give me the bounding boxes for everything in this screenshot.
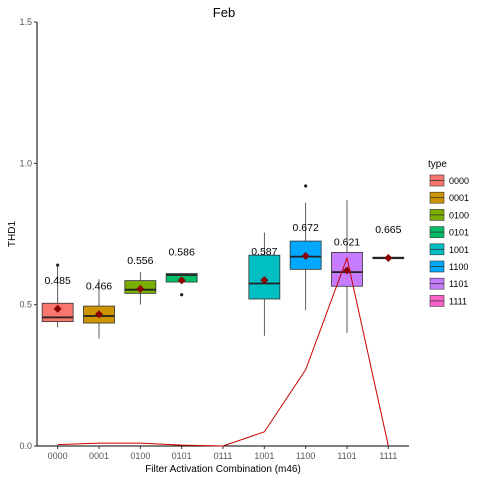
mean-label: 0.586 (169, 246, 195, 258)
mean-marker (177, 276, 186, 285)
mean-label: 0.587 (251, 246, 277, 258)
y-tick-label: 1.5 (19, 17, 32, 27)
x-tick-label: 0001 (89, 451, 109, 461)
legend-entry-label: 1111 (449, 296, 467, 306)
legend-entry-label: 1100 (449, 262, 468, 272)
legend-entry-label: 0101 (449, 228, 469, 238)
box-1001: 0.587 (248, 232, 281, 336)
box-0001: 0.466 (83, 279, 115, 339)
y-tick-label: 0.0 (19, 441, 32, 451)
mean-marker (95, 310, 103, 319)
legend-entry-label: 0100 (449, 210, 469, 220)
x-tick-label: 0000 (48, 451, 68, 461)
mean-label: 0.485 (45, 275, 71, 287)
x-tick-label: 0111 (214, 451, 233, 461)
outlier-point (180, 293, 184, 297)
mean-label: 0.672 (293, 222, 319, 234)
mean-label: 0.621 (334, 236, 360, 248)
x-tick-label: 0100 (130, 451, 150, 461)
x-tick-label: 1100 (296, 451, 315, 461)
legend-entry-label: 1001 (449, 245, 469, 255)
plot-area: 0.0 0.5 1.0 1.5 0000 0001 0100 0101 0111 1001 1100… (19, 17, 409, 461)
mean-label: 0.556 (127, 255, 153, 267)
x-tick-label: 0101 (172, 451, 192, 461)
y-axis-label: THD1 (7, 221, 18, 248)
legend-title: type (428, 159, 447, 170)
mean-label: 0.665 (375, 224, 401, 236)
box-0101: 0.586 (165, 246, 198, 297)
legend-entry-label: 0001 (449, 193, 469, 203)
mean-marker (260, 276, 269, 285)
legend-entry-label: 1101 (449, 279, 468, 289)
mean-label: 0.466 (86, 280, 112, 292)
mean-marker (136, 284, 145, 293)
outlier-point (56, 263, 60, 267)
x-tick-label: 1111 (379, 451, 397, 461)
box-1111: 0.665 (372, 224, 405, 263)
y-tick-label: 1.0 (19, 158, 32, 168)
box-1100: 0.672 (289, 184, 322, 311)
y-tick-label: 0.5 (19, 300, 32, 310)
box-1101: 0.621 (331, 200, 363, 333)
trend-line (57, 256, 389, 447)
mean-marker (384, 254, 393, 263)
outlier-point (304, 184, 308, 188)
legend: type 0000 0001 0100 0101 1001 1100 1101 1111 (428, 159, 469, 307)
chart-title: Feb (213, 5, 235, 20)
x-tick-label: 1101 (337, 451, 356, 461)
x-tick-label: 1001 (254, 451, 274, 461)
mean-marker (53, 304, 62, 313)
mean-marker (301, 252, 310, 261)
x-axis-label: Filter Activation Combination (m46) (145, 464, 301, 475)
box-0000: 0.485 (41, 263, 74, 328)
box-0100: 0.556 (124, 255, 157, 305)
legend-entry-label: 0000 (449, 176, 469, 186)
